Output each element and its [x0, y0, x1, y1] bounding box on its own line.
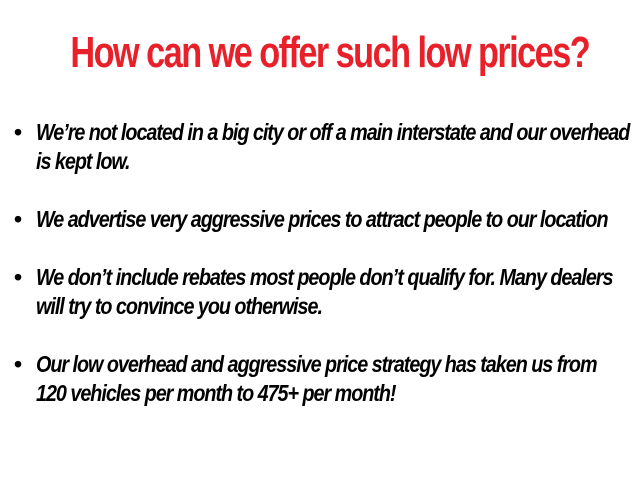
slide-title: How can we offer such low prices? [70, 28, 590, 77]
bullet-list: • We’re not located in a big city or off … [14, 118, 634, 437]
bullet-icon: • [14, 206, 22, 232]
bullet-item: • Our low overhead and aggressive price s… [14, 351, 598, 406]
bullet-item: • We advertise very aggressive prices to … [14, 206, 609, 232]
bullet-icon: • [14, 351, 22, 377]
bullet-icon: • [14, 119, 22, 145]
bullet-item: • We’re not located in a big city or off … [14, 119, 630, 174]
bullet-icon: • [14, 264, 22, 290]
bullet-item: • We don’t include rebates most people do… [14, 264, 613, 319]
